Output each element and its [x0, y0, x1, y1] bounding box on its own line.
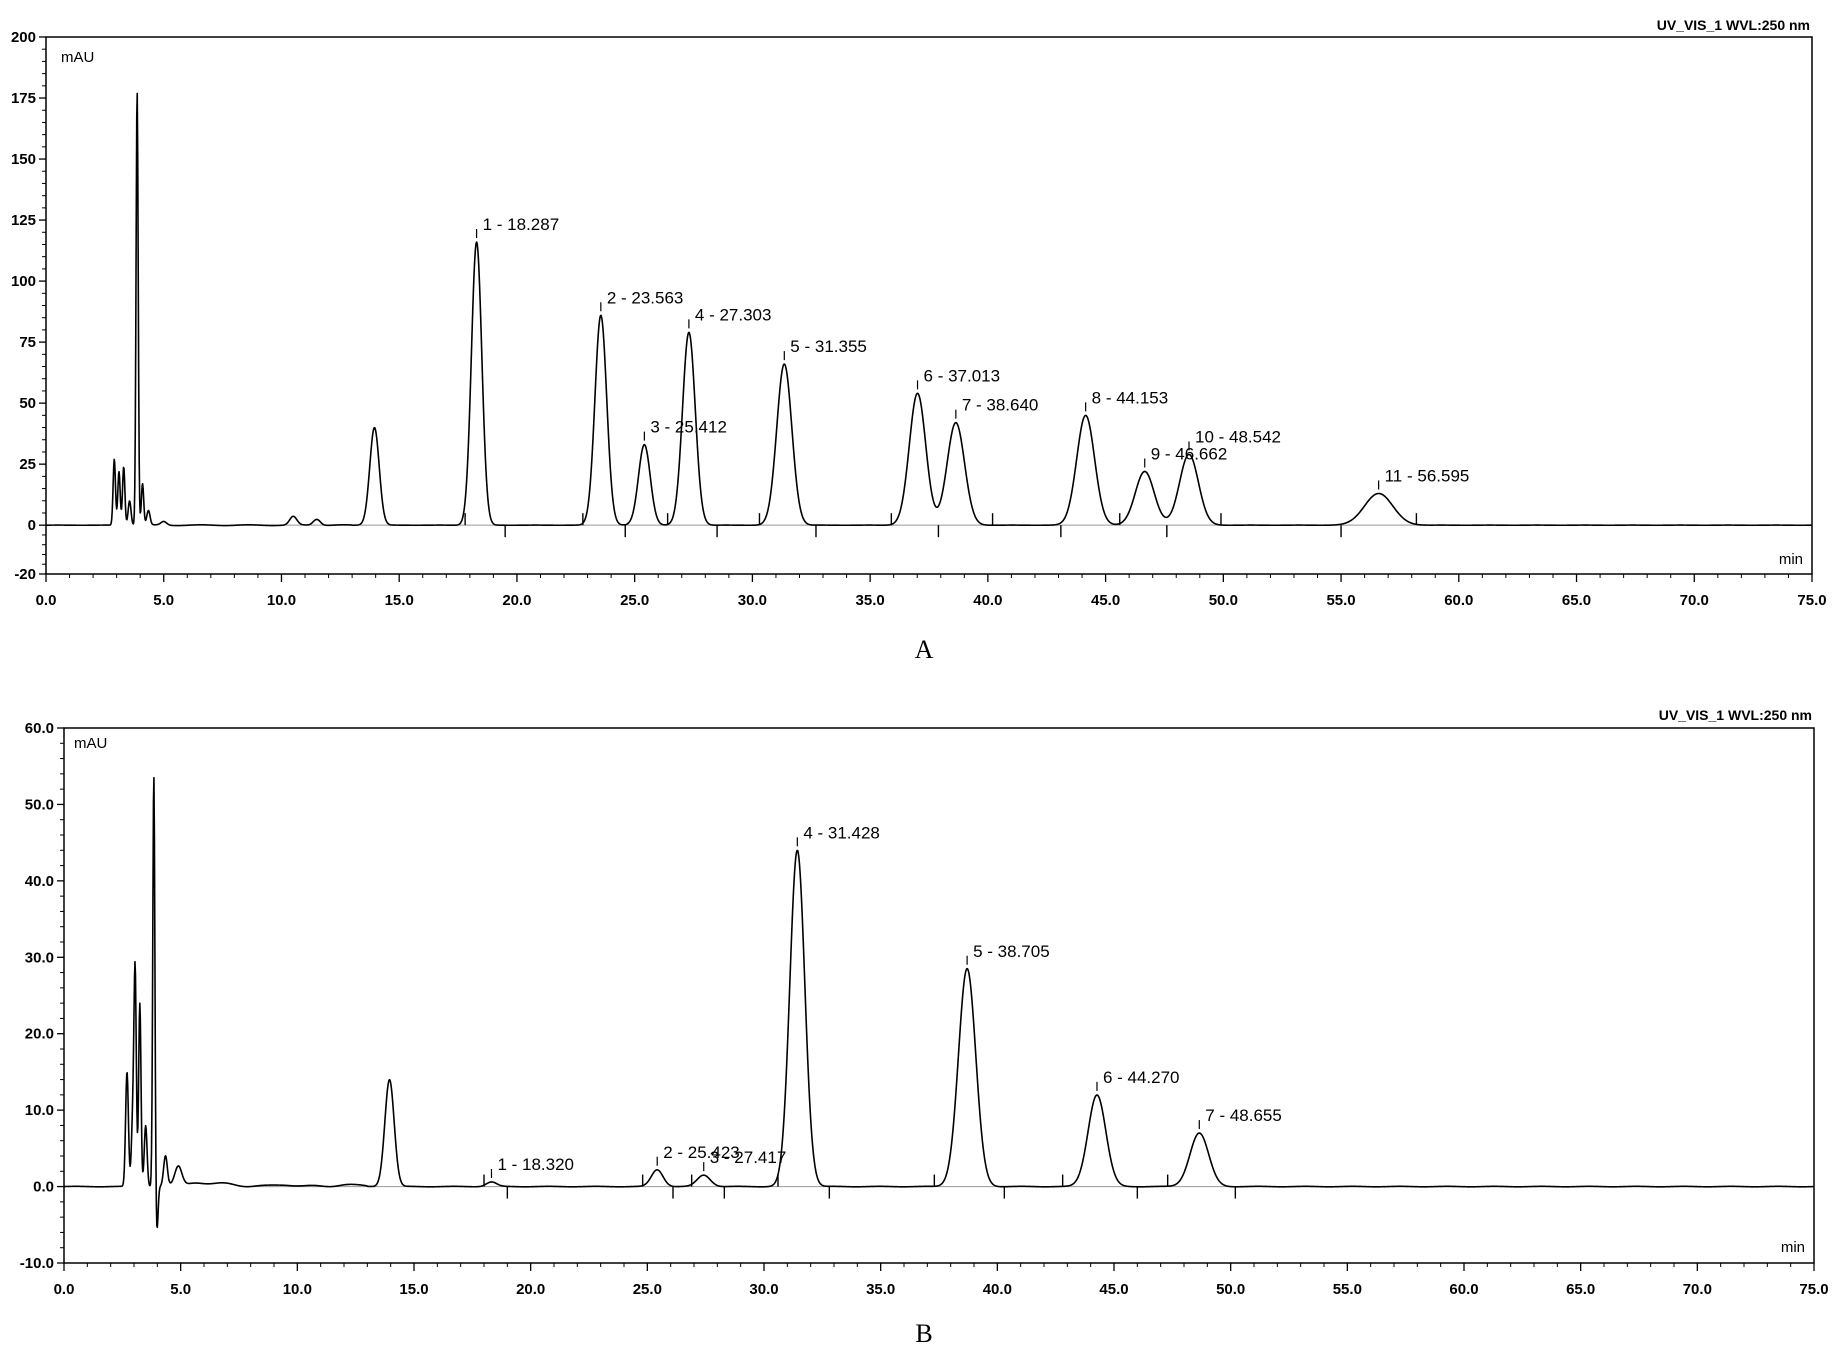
y-tick-label: -20	[14, 566, 36, 583]
y-tick-label: 100	[11, 273, 36, 290]
y-tick-label: 125	[11, 212, 36, 229]
x-tick-label: 50.0	[1209, 592, 1238, 609]
x-tick-label: 20.0	[516, 1281, 545, 1298]
plot-frame	[63, 727, 1815, 1264]
x-tick-label: 45.0	[1091, 592, 1120, 609]
y-tick-label: 25	[19, 456, 36, 473]
y-tick-label: -10.0	[20, 1255, 54, 1272]
peak-label: 1 - 18.287	[483, 215, 560, 234]
y-tick-label: 175	[11, 90, 36, 107]
x-axis: 0.0 5.0 10.0 15.0 20.0 25.0 30.0 35.0 40.0 45.0 50…	[36, 574, 1827, 609]
x-tick-label: 0.0	[36, 592, 57, 609]
y-axis-unit-label: mAU	[61, 49, 94, 66]
peak-label: 9 - 46.662	[1151, 444, 1228, 463]
y-axis: -20 0 25 50 75 100 125 150 175 200	[11, 29, 46, 583]
x-tick-label: 25.0	[620, 592, 649, 609]
panel-label: B	[915, 1319, 932, 1348]
y-axis-unit-label: mAU	[74, 735, 107, 752]
y-tick-label: 0.0	[33, 1179, 54, 1196]
x-tick-label: 60.0	[1449, 1281, 1478, 1298]
y-tick-label: 75	[19, 334, 36, 351]
x-tick-label: 70.0	[1683, 1281, 1712, 1298]
x-tick-label: 15.0	[399, 1281, 428, 1298]
chromatogram-trace	[45, 92, 1813, 527]
peak-label: 7 - 48.655	[1205, 1106, 1282, 1125]
x-tick-label: 25.0	[633, 1281, 662, 1298]
x-tick-label: 45.0	[1099, 1281, 1128, 1298]
peak-label: 3 - 27.417	[710, 1148, 787, 1167]
peak-label: 5 - 38.705	[973, 942, 1050, 961]
peak-label: 2 - 25.423	[663, 1143, 740, 1162]
x-axis: 0.0 5.0 10.0 15.0 20.0 25.0 30.0 35.0 40.0 45.0 50…	[54, 1263, 1829, 1298]
x-tick-label: 5.0	[170, 1281, 191, 1298]
x-tick-label: 75.0	[1797, 592, 1826, 609]
x-tick-label: 35.0	[866, 1281, 895, 1298]
peak-label: 2 - 23.563	[607, 288, 684, 307]
peak-label: 6 - 37.013	[924, 366, 1001, 385]
x-tick-label: 10.0	[267, 592, 296, 609]
x-tick-label: 50.0	[1216, 1281, 1245, 1298]
peak-label: 4 - 31.428	[803, 823, 880, 842]
peak-label: 8 - 44.153	[1092, 388, 1169, 407]
x-tick-label: 65.0	[1566, 1281, 1595, 1298]
chromatogram-panel-a: UV_VIS_1 WVL:250 nm mAU min -20 0 25 50 75 10…	[11, 17, 1827, 664]
y-tick-label: 50.0	[25, 796, 54, 813]
y-tick-label: 60.0	[25, 720, 54, 737]
detector-label: UV_VIS_1 WVL:250 nm	[1659, 707, 1812, 723]
y-tick-label: 150	[11, 151, 36, 168]
x-tick-label: 40.0	[983, 1281, 1012, 1298]
y-tick-label: 30.0	[25, 949, 54, 966]
x-axis-unit-label: min	[1781, 1239, 1805, 1256]
y-tick-label: 0	[28, 517, 36, 534]
x-tick-label: 55.0	[1333, 1281, 1362, 1298]
panel-label: A	[915, 635, 934, 664]
peak-label: 11 - 56.595	[1385, 466, 1470, 485]
peak-label: 4 - 27.303	[695, 305, 772, 324]
peak-label: 5 - 31.355	[790, 337, 867, 356]
plot-frame	[45, 36, 1813, 575]
x-tick-label: 75.0	[1799, 1281, 1828, 1298]
y-tick-label: 20.0	[25, 1026, 54, 1043]
chromatogram-trace	[63, 776, 1815, 1229]
x-tick-label: 40.0	[973, 592, 1002, 609]
x-tick-label: 60.0	[1444, 592, 1473, 609]
x-tick-label: 5.0	[153, 592, 174, 609]
x-tick-label: 55.0	[1326, 592, 1355, 609]
x-tick-label: 65.0	[1562, 592, 1591, 609]
integration-marks	[483, 1174, 1237, 1199]
y-tick-label: 10.0	[25, 1102, 54, 1119]
detector-label: UV_VIS_1 WVL:250 nm	[1657, 17, 1810, 33]
y-tick-label: 40.0	[25, 873, 54, 890]
y-tick-label: 50	[19, 395, 36, 412]
x-tick-label: 10.0	[283, 1281, 312, 1298]
peak-label: 6 - 44.270	[1103, 1068, 1180, 1087]
integration-marks	[464, 513, 1418, 538]
x-tick-label: 30.0	[738, 592, 767, 609]
x-tick-label: 15.0	[385, 592, 414, 609]
x-tick-label: 70.0	[1680, 592, 1709, 609]
peak-label: 1 - 18.320	[497, 1155, 574, 1174]
x-tick-label: 0.0	[54, 1281, 75, 1298]
x-axis-unit-label: min	[1779, 551, 1803, 568]
y-tick-label: 200	[11, 29, 36, 46]
peak-label: 7 - 38.640	[962, 396, 1039, 415]
peak-label: 10 - 48.542	[1195, 427, 1281, 446]
x-tick-label: 30.0	[749, 1281, 778, 1298]
x-tick-label: 35.0	[856, 592, 885, 609]
peak-label: 3 - 25.412	[650, 418, 727, 437]
peak-labels: 1 - 18.287 2 - 23.563 3 - 25.412 4 - 27.303…	[475, 215, 1470, 490]
x-tick-label: 20.0	[502, 592, 531, 609]
chromatogram-panel-b: UV_VIS_1 WVL:250 nm mAU min -10.00.010.0…	[20, 707, 1829, 1348]
y-axis: -10.0 0.0 10.0 20.0 30.0 40.0 50.0 60.0	[20, 720, 64, 1272]
